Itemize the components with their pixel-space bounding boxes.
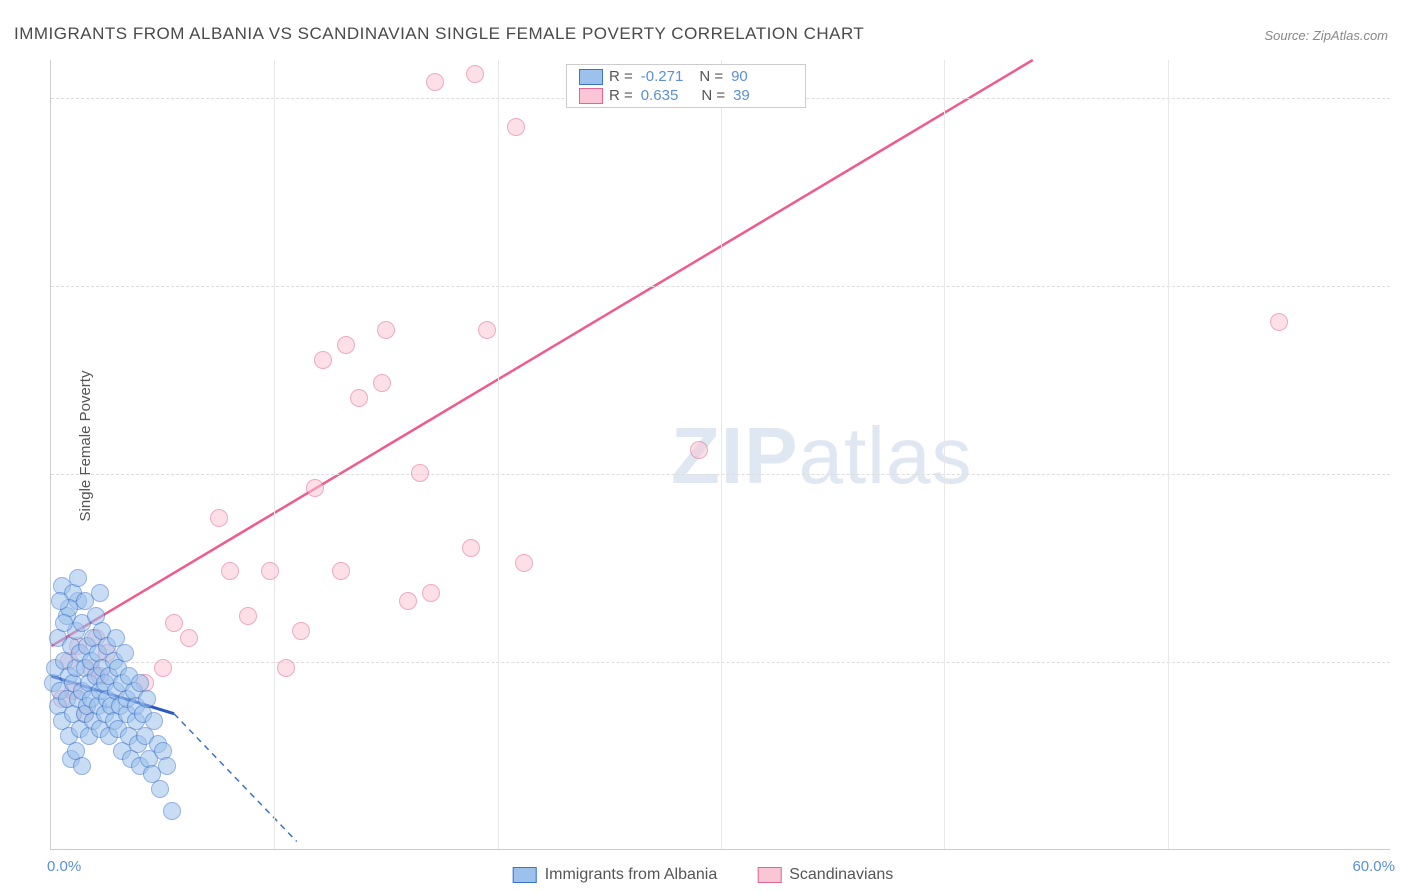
data-point bbox=[138, 690, 156, 708]
data-point bbox=[180, 629, 198, 647]
stats-legend-row-2: R = 0.635 N = 39 bbox=[567, 86, 805, 105]
stats-r-label-1: R = bbox=[609, 68, 633, 85]
data-point bbox=[332, 562, 350, 580]
data-point bbox=[145, 712, 163, 730]
bottom-legend-item-2: Scandinavians bbox=[757, 866, 893, 884]
stats-n-value-2: 39 bbox=[733, 87, 750, 104]
data-point bbox=[306, 479, 324, 497]
data-point bbox=[221, 562, 239, 580]
x-tick-label: 60.0% bbox=[1352, 858, 1395, 875]
data-point bbox=[292, 622, 310, 640]
chart-title: IMMIGRANTS FROM ALBANIA VS SCANDINAVIAN … bbox=[14, 24, 864, 44]
data-point bbox=[51, 592, 69, 610]
data-point bbox=[277, 659, 295, 677]
data-point bbox=[411, 464, 429, 482]
bottom-legend: Immigrants from Albania Scandinavians bbox=[513, 866, 894, 884]
data-point bbox=[116, 644, 134, 662]
grid-line-v bbox=[498, 60, 499, 849]
stats-r-value-1: -0.271 bbox=[641, 68, 684, 85]
data-point bbox=[377, 321, 395, 339]
data-point bbox=[158, 757, 176, 775]
grid-line-v bbox=[944, 60, 945, 849]
data-point bbox=[690, 441, 708, 459]
data-point bbox=[210, 509, 228, 527]
grid-line-v bbox=[1168, 60, 1169, 849]
data-point bbox=[466, 65, 484, 83]
data-point bbox=[422, 584, 440, 602]
data-point bbox=[373, 374, 391, 392]
data-point bbox=[239, 607, 257, 625]
stats-r-value-2: 0.635 bbox=[641, 87, 679, 104]
data-point bbox=[462, 539, 480, 557]
data-point bbox=[151, 780, 169, 798]
stats-swatch-1 bbox=[579, 69, 603, 85]
data-point bbox=[399, 592, 417, 610]
data-point bbox=[91, 584, 109, 602]
bottom-legend-item-1: Immigrants from Albania bbox=[513, 866, 718, 884]
stats-swatch-2 bbox=[579, 88, 603, 104]
data-point bbox=[163, 802, 181, 820]
stats-n-label-2: N = bbox=[701, 87, 725, 104]
data-point bbox=[73, 757, 91, 775]
data-point bbox=[69, 569, 87, 587]
stats-legend: R = -0.271 N = 90 R = 0.635 N = 39 bbox=[566, 64, 806, 108]
x-tick-label: 0.0% bbox=[47, 858, 81, 875]
data-point bbox=[154, 659, 172, 677]
bottom-legend-label-2: Scandinavians bbox=[789, 866, 893, 884]
plot-area: ZIPatlas 25.0%50.0%75.0%100.0%0.0%60.0% … bbox=[50, 60, 1390, 850]
data-point bbox=[261, 562, 279, 580]
trend-line bbox=[174, 714, 297, 842]
data-point bbox=[507, 118, 525, 136]
bottom-legend-label-1: Immigrants from Albania bbox=[545, 866, 718, 884]
grid-line-v bbox=[274, 60, 275, 849]
bottom-swatch-2 bbox=[757, 867, 781, 883]
data-point bbox=[350, 389, 368, 407]
data-point bbox=[165, 614, 183, 632]
data-point bbox=[337, 336, 355, 354]
data-point bbox=[1270, 313, 1288, 331]
stats-n-value-1: 90 bbox=[731, 68, 748, 85]
data-point bbox=[314, 351, 332, 369]
stats-n-label-1: N = bbox=[699, 68, 723, 85]
stats-r-label-2: R = bbox=[609, 87, 633, 104]
bottom-swatch-1 bbox=[513, 867, 537, 883]
data-point bbox=[55, 614, 73, 632]
data-point bbox=[515, 554, 533, 572]
trend-line bbox=[51, 60, 1032, 646]
grid-line-v bbox=[721, 60, 722, 849]
data-point bbox=[426, 73, 444, 91]
stats-legend-row-1: R = -0.271 N = 90 bbox=[567, 67, 805, 86]
data-point bbox=[478, 321, 496, 339]
source-attribution: Source: ZipAtlas.com bbox=[1264, 28, 1388, 43]
